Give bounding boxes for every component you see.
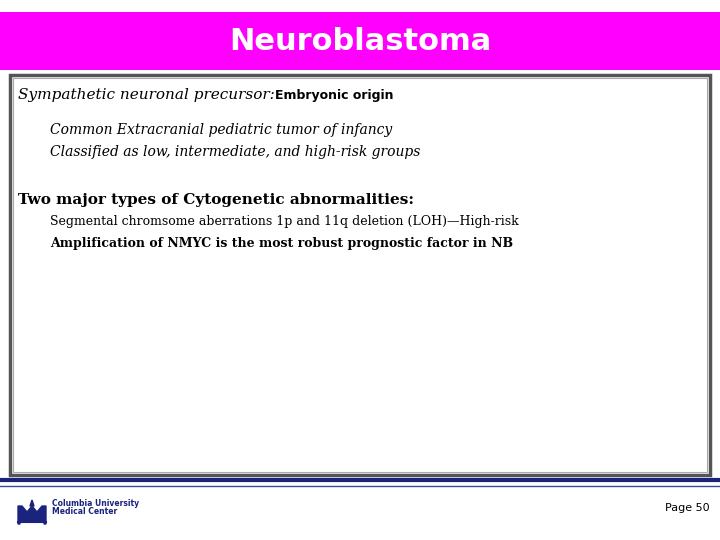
Text: Amplification of NMYC is the most robust prognostic factor in NB: Amplification of NMYC is the most robust… (50, 238, 513, 251)
Text: Embryonic origin: Embryonic origin (274, 89, 393, 102)
Text: Segmental chromsome aberrations 1p and 11q deletion (LOH)—High-risk: Segmental chromsome aberrations 1p and 1… (50, 215, 518, 228)
Text: Page 50: Page 50 (665, 503, 710, 513)
Text: Two major types of Cytogenetic abnormalities:: Two major types of Cytogenetic abnormali… (18, 193, 414, 207)
Polygon shape (18, 506, 46, 524)
Text: Common Extracranial pediatric tumor of infancy: Common Extracranial pediatric tumor of i… (50, 123, 392, 137)
Bar (10, 75, 710, 475)
Text: Classified as low, intermediate, and high-risk groups: Classified as low, intermediate, and hig… (50, 145, 420, 159)
Text: Columbia University: Columbia University (52, 500, 139, 509)
Bar (0, 12, 720, 70)
Polygon shape (30, 500, 34, 506)
Text: Sympathetic neuronal precursor:: Sympathetic neuronal precursor: (18, 88, 279, 102)
Text: Neuroblastoma: Neuroblastoma (229, 26, 491, 56)
Text: Medical Center: Medical Center (52, 508, 117, 516)
Bar (13, 78, 707, 472)
